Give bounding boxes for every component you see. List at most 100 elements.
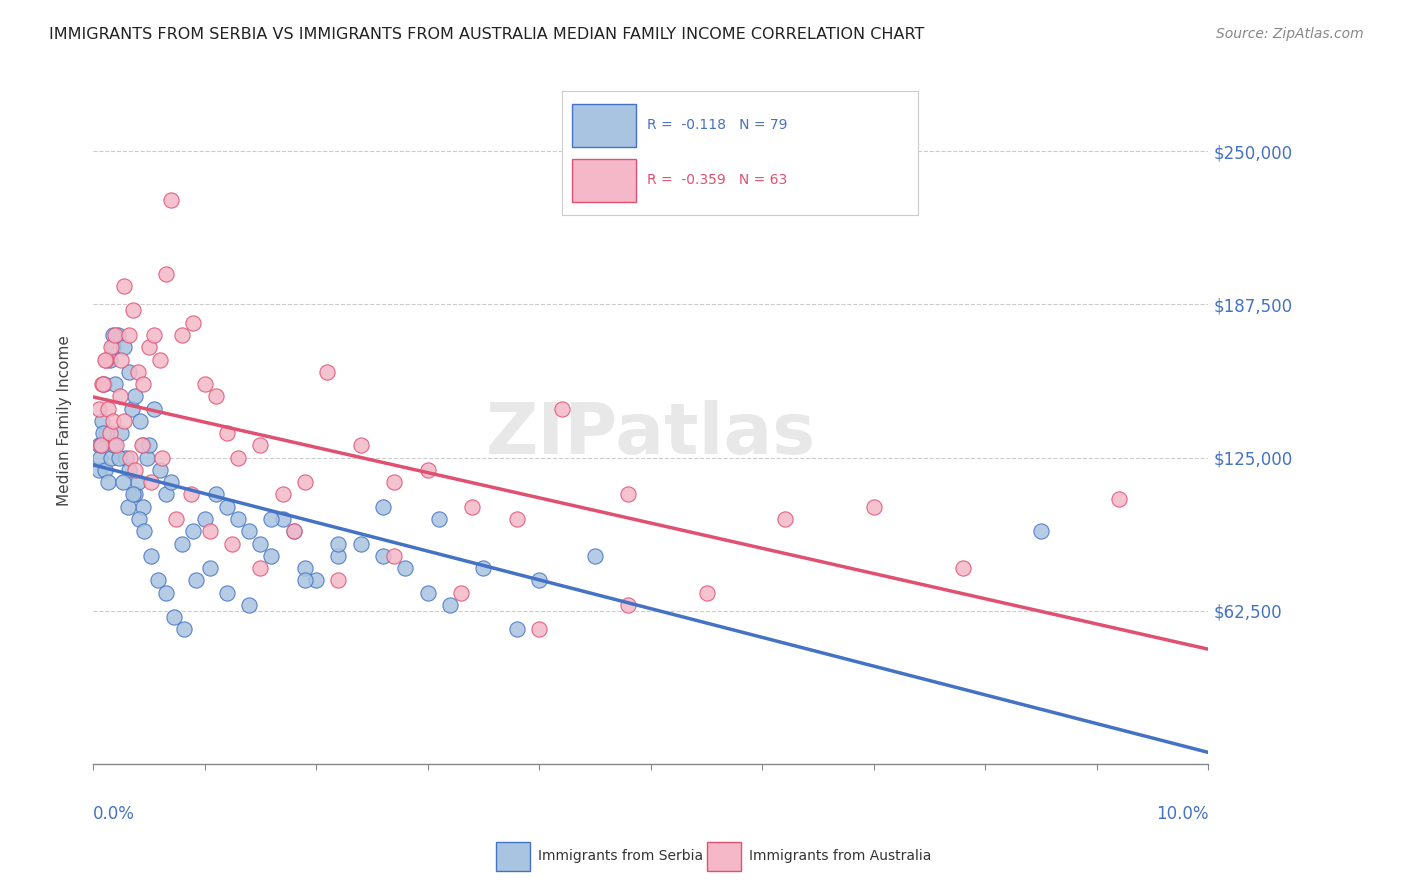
Point — [100, 450, 122, 465]
Point — [118, 463, 141, 477]
Point — [416, 585, 439, 599]
Point — [260, 549, 283, 563]
Text: Immigrants from Serbia: Immigrants from Serbia — [538, 849, 703, 863]
Point — [350, 536, 373, 550]
Point — [108, 389, 131, 403]
Point — [91, 377, 114, 392]
Point — [90, 438, 112, 452]
Point — [215, 585, 238, 599]
Point — [107, 450, 129, 465]
Point — [165, 512, 187, 526]
Point — [149, 463, 172, 477]
Point — [128, 512, 150, 526]
Point — [160, 193, 183, 207]
Point — [96, 475, 118, 490]
Point — [416, 463, 439, 477]
Point — [193, 512, 215, 526]
Point — [91, 426, 114, 441]
Point — [89, 450, 111, 465]
Point — [112, 340, 135, 354]
Point — [172, 328, 194, 343]
Point — [155, 267, 177, 281]
Point — [527, 574, 550, 588]
Point — [316, 365, 339, 379]
Point — [117, 500, 139, 514]
Point — [394, 561, 416, 575]
Point — [294, 574, 316, 588]
Text: 10.0%: 10.0% — [1156, 805, 1209, 823]
Point — [180, 487, 202, 501]
Point — [506, 512, 529, 526]
Point — [87, 401, 110, 416]
Point — [371, 549, 394, 563]
Point — [294, 561, 316, 575]
Point — [382, 549, 405, 563]
Point — [305, 574, 328, 588]
Point — [160, 475, 183, 490]
Point — [121, 401, 143, 416]
Point — [617, 598, 640, 612]
Point — [472, 561, 495, 575]
Point — [173, 623, 195, 637]
Point — [96, 426, 118, 441]
Point — [527, 623, 550, 637]
Point — [583, 549, 606, 563]
Point — [103, 438, 125, 452]
Point — [260, 512, 283, 526]
Point — [104, 328, 127, 343]
Point — [198, 524, 221, 539]
Point — [226, 450, 249, 465]
Point — [112, 414, 135, 428]
Point — [238, 598, 260, 612]
Point — [104, 377, 127, 392]
Point — [550, 401, 572, 416]
Point — [163, 610, 186, 624]
Point — [131, 438, 153, 452]
Point — [96, 352, 118, 367]
Point — [155, 585, 177, 599]
Point — [283, 524, 305, 539]
Point — [101, 328, 124, 343]
Point — [94, 463, 117, 477]
Point — [149, 352, 172, 367]
Point — [382, 475, 405, 490]
Point — [198, 561, 221, 575]
Point — [138, 340, 160, 354]
Point — [122, 303, 145, 318]
Point — [271, 487, 294, 501]
Point — [204, 487, 226, 501]
Point — [115, 450, 138, 465]
Point — [98, 426, 121, 441]
Point — [617, 487, 640, 501]
Text: Source: ZipAtlas.com: Source: ZipAtlas.com — [1216, 27, 1364, 41]
Point — [328, 574, 350, 588]
Point — [127, 365, 149, 379]
Point — [506, 623, 529, 637]
Point — [450, 585, 472, 599]
Point — [184, 574, 207, 588]
Point — [105, 438, 128, 452]
Point — [143, 401, 166, 416]
Text: IMMIGRANTS FROM SERBIA VS IMMIGRANTS FROM AUSTRALIA MEDIAN FAMILY INCOME CORRELA: IMMIGRANTS FROM SERBIA VS IMMIGRANTS FRO… — [49, 27, 925, 42]
Point — [96, 401, 118, 416]
Point — [283, 524, 305, 539]
Point — [271, 512, 294, 526]
Point — [118, 365, 141, 379]
Point — [350, 438, 373, 452]
Point — [863, 500, 886, 514]
Point — [172, 536, 194, 550]
Bar — [707, 842, 741, 871]
Text: 0.0%: 0.0% — [93, 805, 135, 823]
Point — [110, 426, 132, 441]
Point — [183, 524, 205, 539]
Point — [215, 500, 238, 514]
Point — [94, 352, 117, 367]
Point — [439, 598, 461, 612]
Point — [135, 450, 157, 465]
Point — [118, 450, 141, 465]
Point — [90, 438, 112, 452]
Point — [134, 524, 156, 539]
Point — [328, 536, 350, 550]
Point — [107, 328, 129, 343]
Point — [183, 316, 205, 330]
